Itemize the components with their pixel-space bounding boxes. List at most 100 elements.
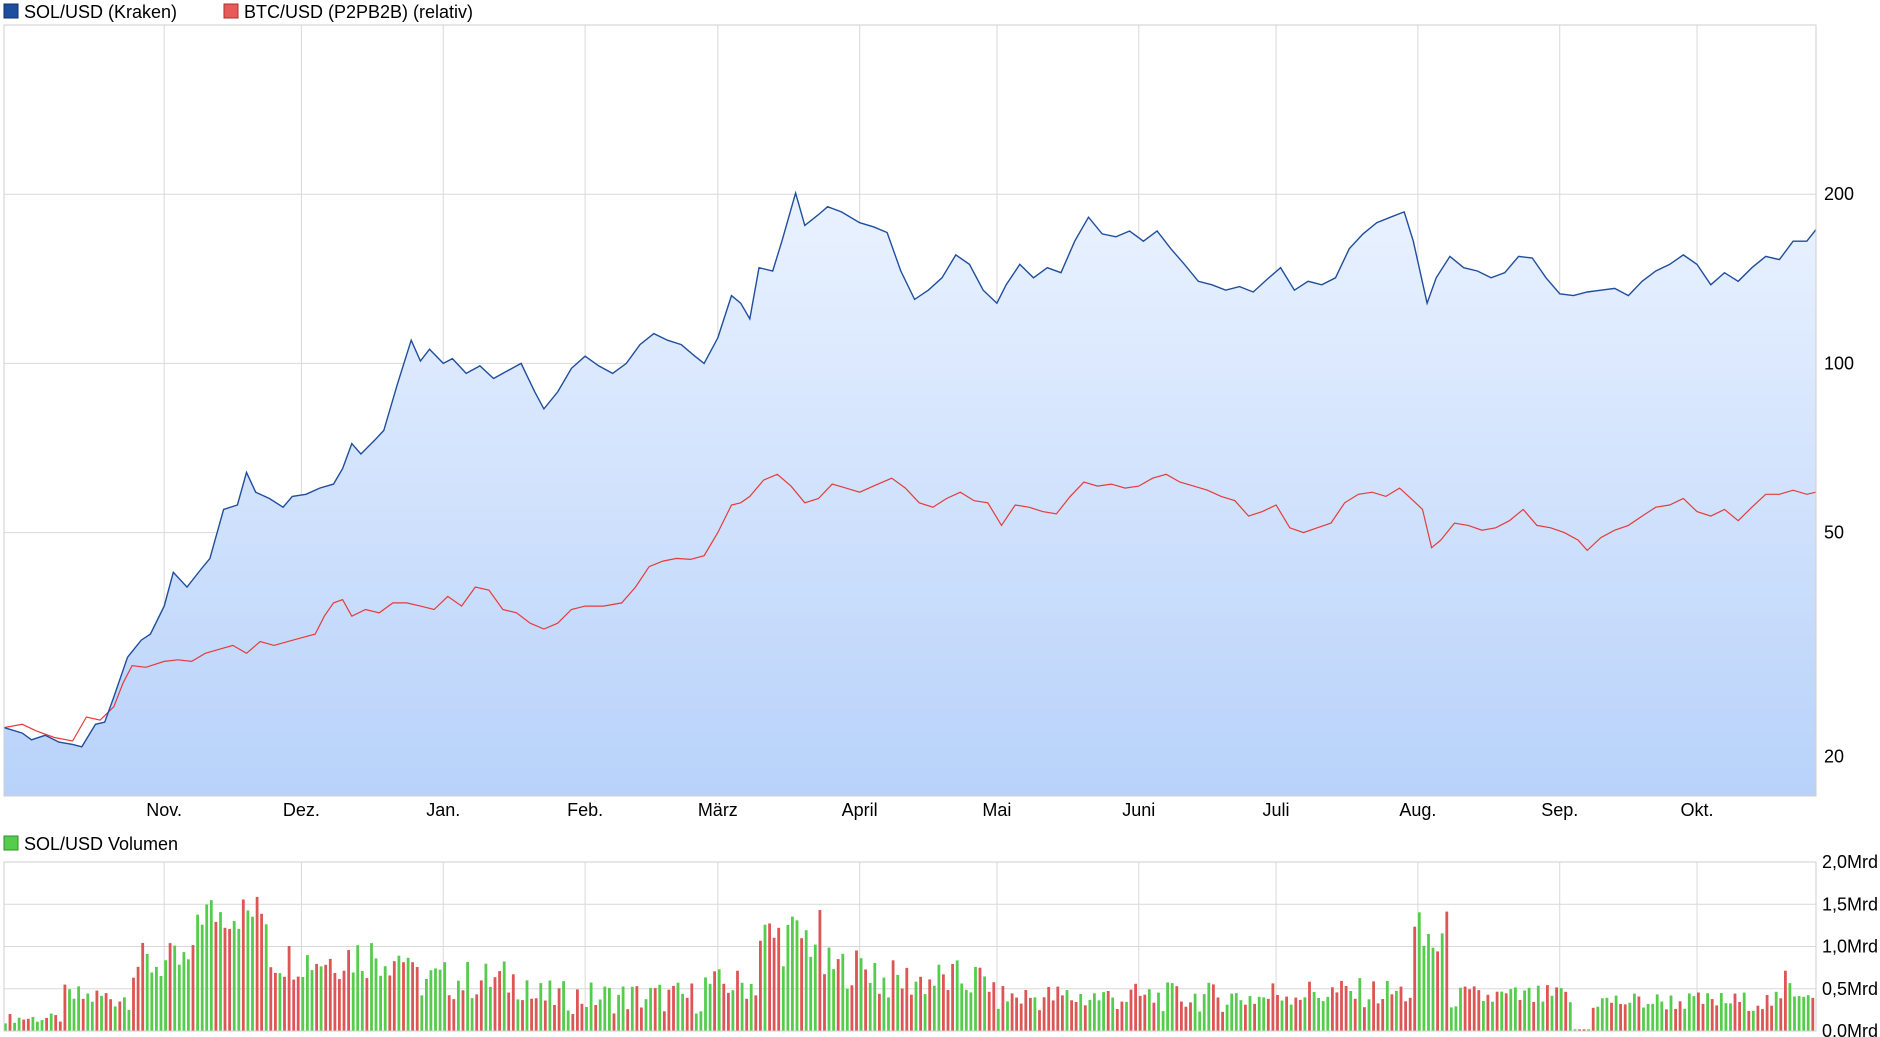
volume-bar	[113, 1006, 117, 1031]
volume-bar	[132, 977, 135, 1031]
volume-bar	[1225, 1004, 1229, 1031]
volume-bar	[1619, 1004, 1622, 1031]
volume-bar	[1147, 989, 1151, 1031]
volume-bar	[1486, 994, 1490, 1031]
volume-bar	[90, 1001, 94, 1031]
volume-bar	[1029, 997, 1032, 1031]
volume-bar	[1587, 1029, 1590, 1031]
volume-bar	[283, 976, 286, 1031]
volume-y-tick-label: 1,0Mrd	[1822, 937, 1878, 957]
volume-bar	[1385, 981, 1389, 1031]
volume-bar	[603, 986, 607, 1031]
volume-bar	[397, 955, 401, 1031]
volume-bar	[1637, 996, 1641, 1031]
volume-bar	[859, 958, 863, 1031]
volume-bar	[791, 916, 794, 1031]
volume-bar	[813, 944, 817, 1031]
volume-bar	[1331, 987, 1334, 1031]
sol-series-line	[3, 190, 1817, 748]
volume-bar	[406, 957, 410, 1031]
volume-bar	[928, 979, 932, 1031]
volume-bar	[1317, 998, 1320, 1031]
volume-bar	[1797, 996, 1801, 1031]
volume-bar	[525, 980, 529, 1031]
volume-bar	[1559, 988, 1563, 1031]
volume-bar	[1596, 1006, 1600, 1031]
x-axis: Nov. Dez. Jan. Feb. März April Mai Juni Juli Aug.…	[146, 800, 1713, 820]
volume-bar	[475, 994, 479, 1031]
volume-bar	[1134, 983, 1137, 1031]
volume-bar	[626, 1009, 630, 1031]
volume-bar	[223, 927, 227, 1031]
volume-bar	[1381, 999, 1385, 1031]
volume-bar	[306, 955, 309, 1031]
volume-bar	[1715, 1005, 1719, 1031]
volume-bar	[1724, 1003, 1728, 1031]
volume-bar	[191, 945, 195, 1031]
volume-bar	[1216, 997, 1220, 1031]
volume-bar	[653, 988, 657, 1031]
volume-bar	[420, 995, 424, 1031]
volume-bar	[168, 943, 172, 1031]
volume-bar	[635, 986, 639, 1031]
volume-bar	[1614, 995, 1618, 1031]
volume-bar	[1138, 995, 1142, 1031]
volume-bar	[1308, 981, 1311, 1031]
volume-bar	[608, 987, 611, 1031]
volume-bar	[960, 983, 964, 1031]
volume-bar	[1033, 997, 1037, 1031]
volume-bar	[1665, 1009, 1668, 1031]
volume-bar	[543, 1000, 547, 1031]
volume-bars	[4, 896, 1815, 1031]
volume-bar	[342, 970, 346, 1031]
volume-bar	[356, 945, 360, 1031]
legend-swatch-sol	[3, 3, 19, 19]
x-tick-label: Okt.	[1681, 800, 1714, 820]
volume-bar	[667, 989, 671, 1031]
volume-bar	[45, 1017, 48, 1031]
volume-bar	[630, 986, 634, 1031]
volume-bar	[1706, 993, 1709, 1031]
volume-bar	[392, 961, 396, 1031]
volume-bar	[141, 942, 145, 1031]
volume-bar	[338, 979, 341, 1031]
volume-bar	[333, 973, 337, 1031]
volume-bar	[502, 961, 506, 1031]
volume-bar	[49, 1013, 53, 1031]
volume-bar	[1738, 1002, 1741, 1031]
volume-bar	[81, 998, 85, 1031]
volume-bar	[672, 985, 675, 1031]
volume-bar	[77, 986, 80, 1031]
volume-bar	[237, 928, 241, 1031]
volume-bar	[749, 984, 753, 1031]
volume-y-tick-label: 1,5Mrd	[1822, 894, 1878, 914]
volume-bar	[795, 920, 799, 1031]
volume-bar	[425, 979, 428, 1031]
volume-bar	[759, 940, 762, 1031]
volume-bar	[415, 967, 419, 1031]
volume-bar	[1793, 996, 1796, 1031]
x-tick-label: Juli	[1263, 800, 1290, 820]
volume-bar	[534, 998, 538, 1031]
volume-bar	[95, 990, 99, 1031]
volume-bar	[942, 974, 945, 1031]
volume-bar	[804, 930, 808, 1031]
volume-bar	[841, 953, 845, 1031]
volume-bar	[1440, 933, 1444, 1031]
volume-bar	[457, 980, 460, 1031]
volume-bar	[1477, 990, 1481, 1031]
volume-bar	[164, 960, 167, 1031]
volume-bar	[1683, 1008, 1687, 1031]
volume-bar	[1079, 994, 1083, 1031]
x-tick-label: Jan.	[426, 800, 460, 820]
volume-bar	[54, 1015, 58, 1031]
volume-bar	[1417, 912, 1421, 1031]
volume-bar	[1527, 987, 1531, 1031]
volume-bar	[964, 989, 968, 1031]
volume-bar	[923, 994, 927, 1031]
volume-bar	[644, 999, 648, 1031]
volume-bar	[319, 966, 323, 1031]
volume-bar	[1802, 996, 1806, 1031]
volume-bar	[1280, 1000, 1284, 1031]
volume-bar	[1600, 998, 1604, 1031]
